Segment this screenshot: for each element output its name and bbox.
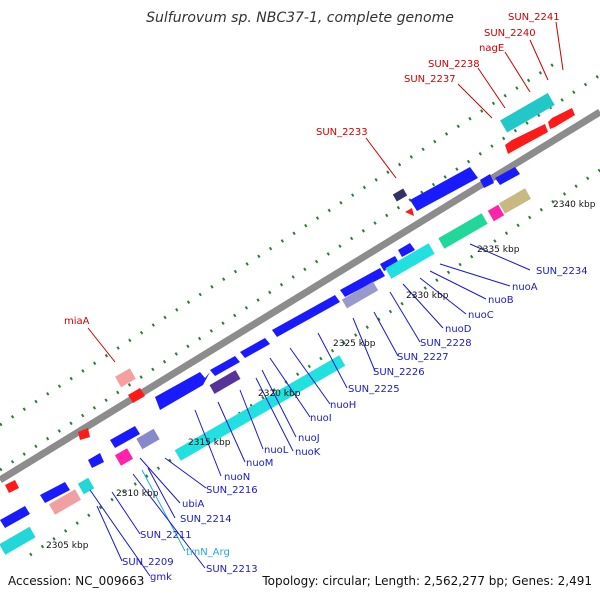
reverse-strand-features: [5, 92, 575, 493]
cds-forward: [272, 295, 340, 337]
gene-label: SUN_2241: [508, 12, 560, 23]
rrna-feature: [115, 368, 136, 388]
leader-lines-top: [87, 21, 564, 363]
gene-label: ubiA: [182, 499, 204, 510]
tick-row-outer-upper: [0, 58, 561, 427]
gene-label: nuoM: [246, 458, 273, 469]
ruler-label: 2335 kbp: [477, 245, 520, 255]
genome-backbone: [0, 109, 600, 483]
gene-label: SUN_2233: [316, 127, 368, 138]
cds-forward: [480, 174, 494, 188]
cds-reverse: [505, 124, 548, 154]
cds-forward: [0, 506, 30, 528]
gene-label: nuoH: [330, 400, 356, 411]
gene-cyan: [174, 355, 346, 461]
cds-reverse: [405, 208, 414, 216]
cds-forward: [340, 268, 385, 297]
gene-labels-bottom: SUN_2234 nuoA nuoB nuoC nuoD SUN_2228 SU…: [122, 266, 588, 583]
gene-label: SUN_2211: [140, 530, 192, 541]
ruler-label: 2340 kbp: [553, 200, 596, 210]
gene-pink: [114, 448, 134, 466]
gene-salmon: [49, 489, 81, 515]
gene-label: SUN_2226: [373, 367, 425, 378]
cds-reverse: [548, 108, 575, 129]
gene-label: SUN_2209: [122, 557, 174, 568]
cds-reverse: [78, 428, 90, 440]
gene-label: nuoB: [488, 295, 514, 306]
ruler-label: 2315 kbp: [188, 438, 231, 448]
gene-purple: [209, 370, 241, 394]
gene-label: nuoI: [310, 413, 332, 424]
gene-label: SUN_2240: [484, 28, 536, 39]
gene-cyan: [385, 243, 435, 279]
cds-forward: [40, 482, 70, 503]
gene-label: SUN_2213: [206, 564, 258, 575]
gene-label: miaA: [64, 316, 90, 327]
cds-forward: [240, 338, 270, 358]
cds-forward: [110, 426, 140, 448]
gene-label: nuoD: [445, 324, 472, 335]
gene-label: SUN_2227: [397, 352, 449, 363]
ruler-label: 2305 kbp: [46, 541, 89, 551]
gene-label: SUN_2238: [428, 59, 480, 70]
gene-label: nuoA: [512, 282, 538, 293]
cds-reverse: [5, 480, 19, 493]
cds-forward: [380, 256, 399, 271]
cds-forward: [155, 372, 210, 410]
gene-label: SUN_2225: [348, 384, 400, 395]
misc-feature: [392, 188, 408, 202]
gene-label: nuoJ: [298, 433, 320, 444]
ruler-label: 2320 kbp: [258, 389, 301, 399]
gene-label: SUN_2234: [536, 266, 588, 277]
gene-label: nuoN: [224, 472, 250, 483]
gene-label: nuoK: [295, 447, 321, 458]
gene-purple: [136, 428, 160, 450]
cds-forward: [495, 167, 520, 185]
gene-cyan: [0, 526, 36, 555]
forward-strand-features: [0, 167, 531, 555]
gene-label: gmk: [150, 572, 172, 583]
cds-forward: [410, 167, 478, 211]
gene-olive: [499, 188, 531, 214]
gene-label: SUN_2228: [420, 338, 472, 349]
gene-label: SUN_2237: [404, 74, 456, 85]
gene-label: SUN_2216: [206, 485, 258, 496]
tick-row-outer: [0, 73, 600, 472]
cds-forward: [398, 243, 415, 257]
cds-forward: [210, 356, 240, 376]
ruler-label: 2310 kbp: [116, 489, 159, 499]
cds-reverse: [128, 388, 145, 403]
leader-lines-bottom: [89, 243, 531, 577]
ruler-label: 2325 kbp: [333, 339, 376, 349]
cds-forward: [88, 453, 104, 468]
map-title: Sulfurovum sp. NBC37-1, complete genome: [146, 10, 454, 26]
gene-label: nuoL: [264, 445, 289, 456]
cyan-feature: [500, 92, 555, 133]
gene-labels-top: SUN_2241 SUN_2240 nagE SUN_2238 SUN_2237…: [64, 12, 560, 327]
ruler-labels: 2305 kbp 2310 kbp 2315 kbp 2320 kbp 2325…: [46, 200, 596, 551]
gene-purple: [341, 281, 379, 309]
gene-pink: [487, 204, 505, 222]
gene-label: nagE: [479, 43, 504, 54]
genome-summary: Topology: circular; Length: 2,562,277 bp…: [262, 574, 592, 588]
gene-label: trnN_Arg: [186, 547, 230, 558]
gene-label: nuoC: [468, 310, 494, 321]
accession-label: Accession: NC_009663: [8, 574, 145, 588]
gene-label: SUN_2214: [180, 514, 232, 525]
gene-green: [438, 213, 488, 249]
ruler-label: 2330 kbp: [406, 291, 449, 301]
